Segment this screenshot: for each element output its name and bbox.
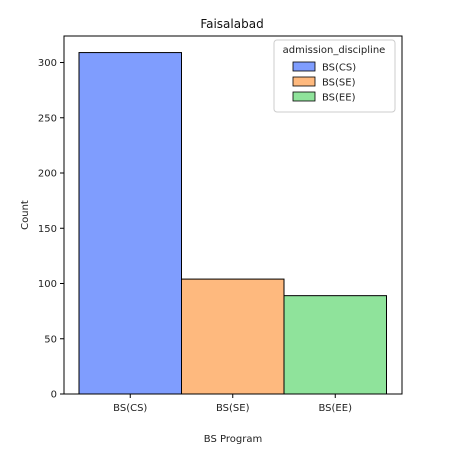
- bar-bs-cs: [78, 52, 182, 395]
- legend-swatch-bs-cs: [292, 61, 316, 72]
- legend: admission_discipline BS(CS) BS(SE) BS(EE): [273, 39, 396, 113]
- legend-swatch-bs-se: [292, 76, 316, 87]
- y-tick-label: 250: [38, 113, 57, 124]
- x-axis-ticks: BS(CS) BS(SE) BS(EE): [113, 394, 352, 414]
- chart-title: Faisalabad: [200, 17, 263, 31]
- bar-bs-ee: [283, 295, 387, 395]
- legend-label-bs-ee: BS(EE): [322, 93, 356, 104]
- y-axis-ticks: 0 50 100 150 200 250 300: [38, 58, 64, 401]
- x-axis-label: BS Program: [204, 434, 262, 445]
- legend-label-bs-cs: BS(CS): [322, 63, 356, 74]
- y-tick-label: 100: [38, 279, 57, 290]
- plot-area: 0 50 100 150 200 250 300 BS(CS) BS(SE) BS(EE): [38, 35, 403, 414]
- y-tick-label: 200: [38, 169, 57, 180]
- y-tick-label: 0: [51, 390, 57, 401]
- legend-label-bs-se: BS(SE): [322, 78, 356, 89]
- x-tick-label: BS(CS): [113, 403, 147, 414]
- legend-entries: BS(CS) BS(SE) BS(EE): [292, 61, 356, 104]
- y-tick-label: 300: [38, 58, 57, 69]
- x-tick-label: BS(SE): [216, 403, 250, 414]
- y-axis-label: Count: [20, 200, 31, 230]
- legend-swatch-bs-ee: [292, 91, 316, 102]
- y-tick-label: 150: [38, 224, 57, 235]
- x-tick-label: BS(EE): [319, 403, 353, 414]
- bars: [78, 52, 387, 395]
- bar-bs-se: [181, 278, 285, 395]
- y-tick-label: 50: [44, 334, 57, 345]
- legend-title: admission_discipline: [283, 45, 386, 56]
